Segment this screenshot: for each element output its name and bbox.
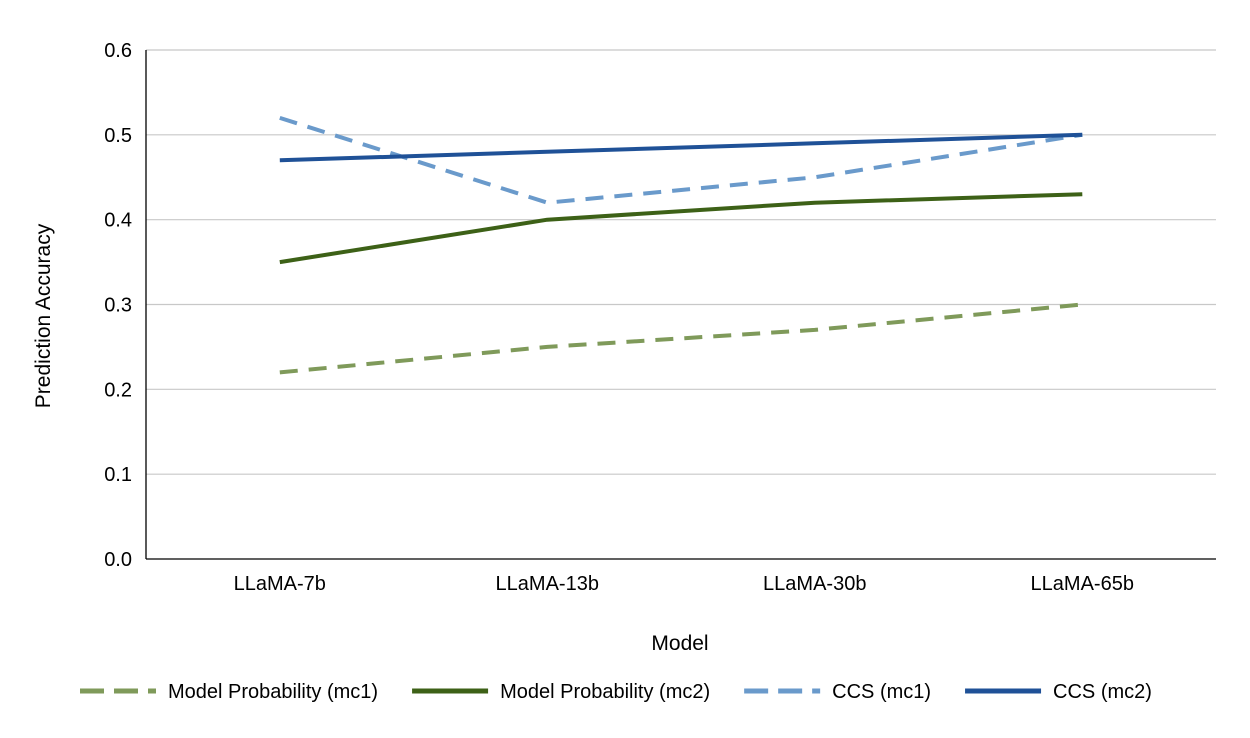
- legend-item: Model Probability (mc1): [80, 681, 378, 703]
- y-tick-label: 0.3: [104, 295, 132, 317]
- y-tick-label: 0.6: [104, 40, 132, 62]
- legend-label: CCS (mc2): [1053, 681, 1152, 703]
- x-axis-title: Model: [651, 632, 708, 655]
- legend-label: Model Probability (mc1): [168, 681, 378, 703]
- legend-item: CCS (mc1): [744, 681, 931, 703]
- y-tick-label: 0.2: [104, 379, 132, 401]
- x-tick-label: LLaMA-65b: [1031, 573, 1134, 595]
- x-tick-label: LLaMA-30b: [763, 573, 866, 595]
- y-tick-labels: 0.0 0.1 0.2 0.3 0.4 0.5 0.6: [104, 40, 132, 571]
- series-lines: [280, 118, 1083, 373]
- legend-label: CCS (mc1): [832, 681, 931, 703]
- legend-item: Model Probability (mc2): [412, 681, 710, 703]
- series-line: [280, 194, 1083, 262]
- series-line: [280, 305, 1083, 373]
- series-line: [280, 118, 1083, 203]
- x-tick-labels: LLaMA-7b LLaMA-13b LLaMA-30b LLaMA-65b: [234, 573, 1134, 595]
- legend-label: Model Probability (mc2): [500, 681, 710, 703]
- x-tick-label: LLaMA-7b: [234, 573, 326, 595]
- legend-item: CCS (mc2): [965, 681, 1152, 703]
- y-axis-title: Prediction Accuracy: [32, 223, 55, 408]
- y-tick-label: 0.5: [104, 125, 132, 147]
- gridlines: [146, 50, 1216, 474]
- y-tick-label: 0.4: [104, 210, 132, 232]
- series-line: [280, 135, 1083, 161]
- y-tick-label: 0.0: [104, 549, 132, 571]
- y-tick-label: 0.1: [104, 464, 132, 486]
- legend: Model Probability (mc1) Model Probability…: [80, 681, 1152, 703]
- x-tick-label: LLaMA-13b: [496, 573, 599, 595]
